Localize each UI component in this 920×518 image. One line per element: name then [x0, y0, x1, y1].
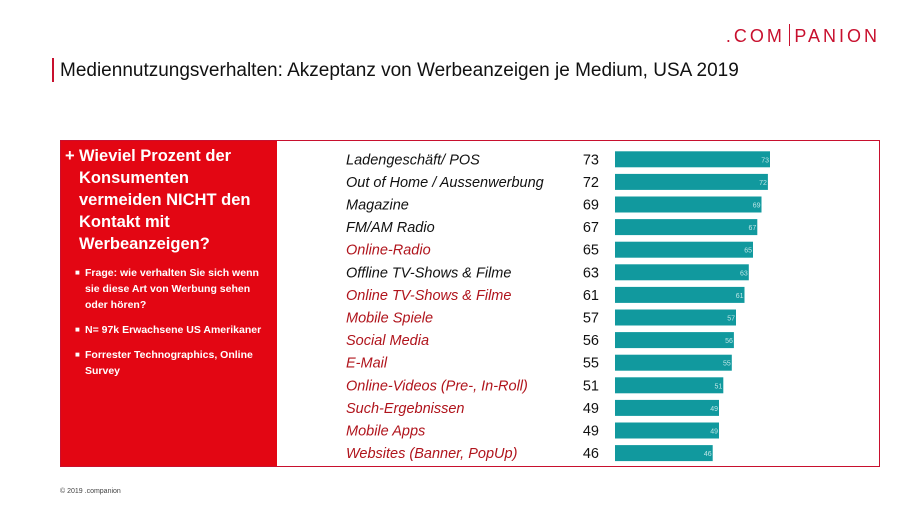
- data-label: 61: [736, 293, 744, 300]
- data-label: 55: [723, 361, 731, 368]
- data-label: 49: [710, 429, 718, 436]
- value-label: 46: [583, 446, 599, 462]
- category-label: Online-Videos (Pre-, In-Roll): [346, 378, 528, 394]
- value-label: 49: [583, 424, 599, 440]
- category-label: Magazine: [346, 198, 409, 214]
- value-label: 56: [583, 333, 599, 349]
- data-label: 73: [761, 157, 769, 164]
- category-label: Mobile Spiele: [346, 311, 433, 327]
- company-logo: .COM PANION: [726, 24, 880, 47]
- value-label: 55: [583, 356, 599, 372]
- bullet-icon: ■: [75, 268, 80, 277]
- category-label: Mobile Apps: [346, 424, 425, 440]
- value-label: 65: [583, 243, 599, 259]
- chart-panel: + Wieviel Prozent der Konsumenten vermei…: [60, 140, 880, 467]
- bar: [615, 445, 713, 462]
- data-label: 51: [714, 383, 722, 390]
- data-label: 49: [710, 406, 718, 413]
- logo-right: PANION: [794, 26, 880, 46]
- value-label: 72: [583, 175, 599, 191]
- bar: [615, 264, 749, 281]
- bar: [615, 286, 745, 303]
- bar: [615, 399, 719, 416]
- logo-left: .COM: [725, 26, 785, 46]
- bar: [615, 173, 768, 190]
- bar: [615, 377, 724, 394]
- category-label: E-Mail: [346, 356, 388, 372]
- category-label: Offline TV-Shows & Filme: [346, 265, 511, 281]
- note-item: ■ Frage: wie verhalten Sie sich wenn sie …: [75, 265, 271, 313]
- survey-notes: ■ Frage: wie verhalten Sie sich wenn sie …: [65, 265, 271, 379]
- bullet-icon: ■: [75, 350, 80, 359]
- question-text: Wieviel Prozent der Konsumenten vermeide…: [79, 147, 251, 253]
- category-label: Ladengeschäft/ POS: [346, 152, 480, 168]
- data-label: 72: [759, 180, 767, 187]
- title-accent-bar: [52, 58, 54, 82]
- bar: [615, 309, 736, 326]
- footer-copyright: © 2019 .companion: [60, 488, 121, 495]
- bullet-icon: ■: [75, 325, 80, 334]
- value-label: 61: [583, 288, 599, 304]
- note-text: Frage: wie verhalten Sie sich wenn sie d…: [85, 267, 259, 311]
- category-label: Websites (Banner, PopUp): [346, 446, 517, 462]
- logo-separator: [788, 24, 791, 46]
- bar: [615, 196, 762, 213]
- value-label: 63: [583, 265, 599, 281]
- note-item: ■ N= 97k Erwachsene US Amerikaner: [75, 322, 271, 338]
- question-box: + Wieviel Prozent der Konsumenten vermei…: [61, 141, 277, 466]
- value-label: 51: [583, 378, 599, 394]
- category-label: Such-Ergebnissen: [346, 401, 465, 417]
- bar: [615, 219, 758, 236]
- value-label: 49: [583, 401, 599, 417]
- category-label: Social Media: [346, 333, 429, 349]
- page-title: Mediennutzungsverhalten: Akzeptanz von W…: [60, 60, 739, 81]
- note-item: ■ Forrester Technographics, Online Survey: [75, 347, 271, 379]
- data-label: 65: [744, 248, 752, 255]
- bar-chart-svg: Ladengeschäft/ POS 73 73 Out of Home / Auss…: [346, 151, 770, 462]
- data-label: 57: [727, 316, 735, 323]
- data-label: 63: [740, 270, 748, 277]
- bar: [615, 354, 732, 371]
- data-label: 67: [748, 225, 756, 232]
- data-label: 69: [753, 203, 761, 210]
- value-label: 67: [583, 220, 599, 236]
- category-label: FM/AM Radio: [346, 220, 435, 236]
- bar: [615, 332, 734, 349]
- category-label: Online-Radio: [346, 243, 431, 259]
- data-label: 46: [704, 451, 712, 458]
- data-label: 56: [725, 338, 733, 345]
- category-label: Online TV-Shows & Filme: [346, 288, 511, 304]
- value-label: 69: [583, 198, 599, 214]
- bar: [615, 151, 770, 168]
- note-text: N= 97k Erwachsene US Amerikaner: [85, 324, 262, 336]
- note-text: Forrester Technographics, Online Survey: [85, 349, 253, 377]
- value-label: 57: [583, 311, 599, 327]
- bar: [615, 422, 719, 439]
- question-prefix: +: [65, 147, 75, 165]
- bar-chart: Ladengeschäft/ POS 73 73 Out of Home / Auss…: [336, 140, 880, 467]
- survey-question: + Wieviel Prozent der Konsumenten vermei…: [65, 145, 271, 255]
- value-label: 73: [583, 152, 599, 168]
- bar: [615, 241, 753, 258]
- category-label: Out of Home / Aussenwerbung: [346, 175, 544, 191]
